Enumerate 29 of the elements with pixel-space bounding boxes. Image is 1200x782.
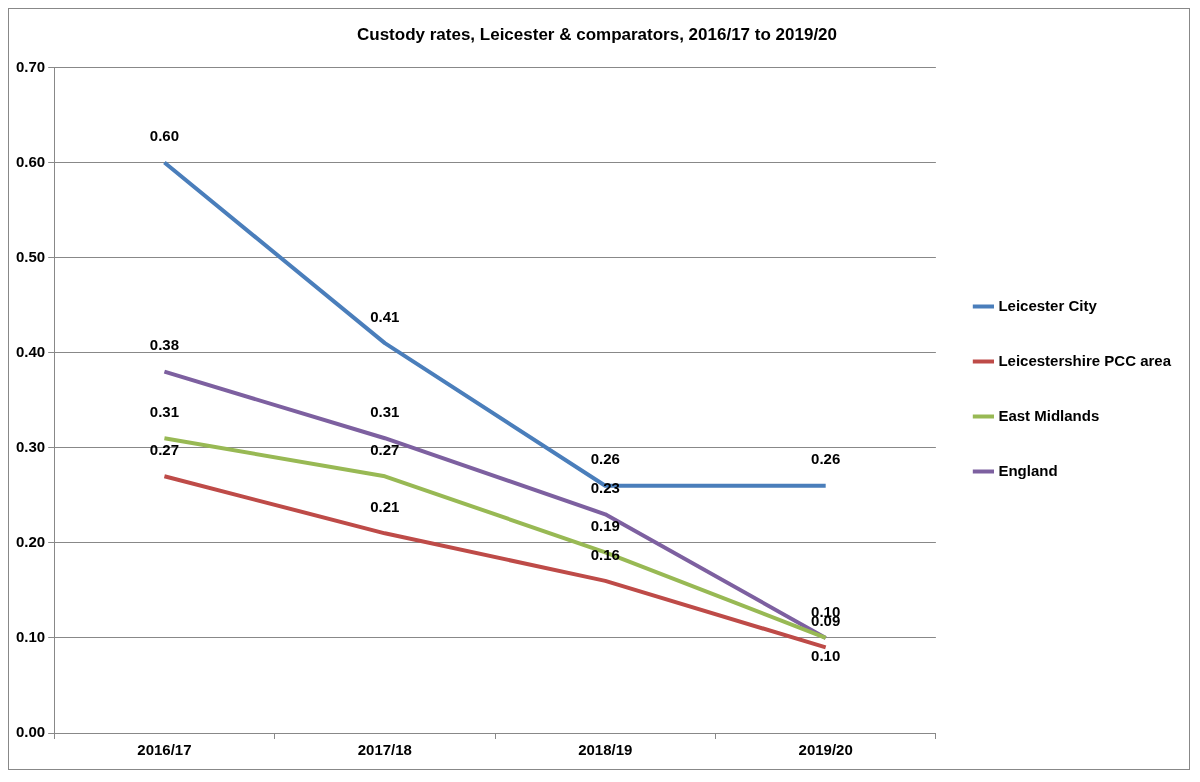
y-tick-label: 0.30 (15, 437, 46, 455)
y-tick-label: 0.60 (15, 152, 46, 170)
chart-title: Custody rates, Leicester & comparators, 2016/17 to 2019/20 (356, 24, 838, 44)
data-label: 0.27 (149, 440, 180, 458)
y-tick-label: 0.40 (15, 342, 46, 360)
y-tick-label: 0.20 (15, 532, 46, 550)
data-label: 0.26 (590, 450, 620, 468)
x-tick-label: 2017/18 (357, 741, 412, 759)
data-label: 0.21 (370, 497, 400, 515)
legend-label: England (998, 461, 1058, 479)
data-label: 0.19 (590, 516, 620, 534)
data-label: 0.26 (811, 450, 841, 468)
y-tick-label: 0.00 (15, 723, 46, 741)
y-tick-label: 0.70 (15, 57, 46, 75)
data-label: 0.10 (811, 646, 841, 664)
data-label: 0.31 (370, 402, 400, 420)
data-label: 0.38 (149, 336, 180, 354)
data-label: 0.41 (370, 307, 400, 325)
legend-label: East Midlands (998, 406, 1100, 424)
x-tick-label: 2019/20 (798, 741, 853, 759)
data-label: 0.60 (149, 127, 180, 145)
x-tick-label: 2018/19 (578, 741, 633, 759)
data-label: 0.27 (370, 440, 400, 458)
y-tick-label: 0.10 (15, 628, 46, 646)
legend-label: Leicestershire PCC area (998, 351, 1172, 369)
y-tick-label: 0.50 (15, 247, 46, 265)
data-label: 0.31 (149, 402, 180, 420)
legend-label: Leicester City (998, 296, 1098, 314)
x-tick-label: 2016/17 (137, 741, 192, 759)
